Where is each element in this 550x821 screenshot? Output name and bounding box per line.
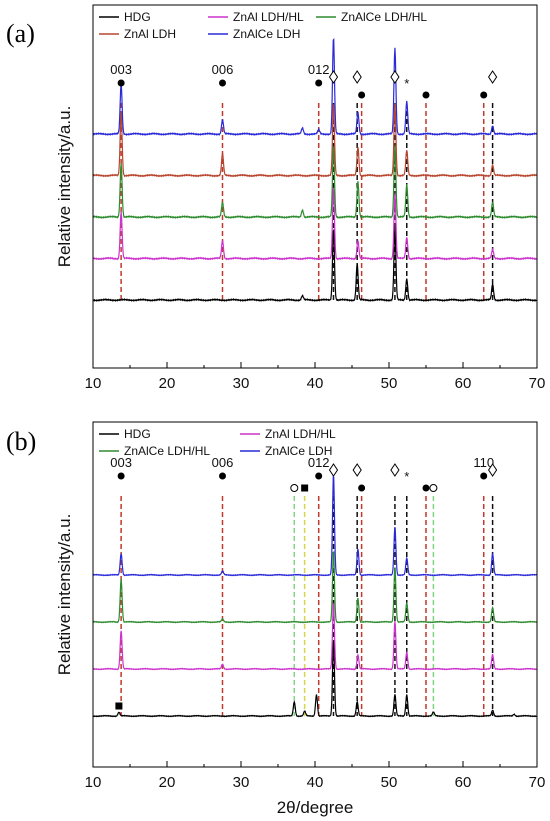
star-marker: * [404, 76, 409, 91]
x-tick-label: 60 [455, 375, 472, 392]
dot-marker [480, 91, 488, 99]
panel-label: (b) [6, 427, 36, 456]
dot-marker [117, 472, 125, 480]
y-axis-title: Relative intensity/a.u. [55, 514, 74, 676]
dot-marker [117, 79, 125, 87]
diamond-marker [390, 70, 400, 84]
x-tick-label: 30 [233, 774, 250, 791]
x-tick-label: 20 [159, 774, 176, 791]
miller-index-label: 012 [308, 455, 330, 470]
series-line-znal-ldh-hl [92, 602, 538, 671]
y-axis-title: Relative intensity/a.u. [55, 106, 74, 268]
legend-label: ZnAl LDH/HL [265, 427, 336, 441]
legend-label: HDG [124, 10, 151, 24]
x-tick-label: 60 [455, 774, 472, 791]
miller-index-label: 006 [212, 455, 234, 470]
legend-label: ZnAl LDH [124, 27, 176, 41]
dot-marker [422, 484, 430, 492]
plot-frame [92, 4, 538, 369]
x-tick-label: 10 [85, 375, 102, 392]
x-tick-label: 50 [381, 774, 398, 791]
dot-marker [315, 472, 323, 480]
legend-label: HDG [124, 427, 151, 441]
x-tick-label: 40 [307, 774, 324, 791]
x-tick-label: 70 [529, 375, 546, 392]
x-tick-label: 70 [529, 774, 546, 791]
series-line-znalce-ldh [92, 475, 538, 577]
series-line-znalce-ldh-hl [92, 550, 538, 624]
miller-index-label: 012 [308, 62, 330, 77]
series-line-znalce-ldh [92, 37, 538, 136]
dot-marker [219, 79, 226, 87]
diamond-marker [352, 463, 362, 477]
x-tick-label: 10 [85, 774, 102, 791]
circle-marker [290, 484, 299, 492]
series-line-hdg [92, 640, 538, 718]
series-line-znal-ldh [92, 103, 538, 178]
miller-index-label: 006 [212, 62, 234, 77]
series-line-znal-ldh-hl [92, 186, 538, 261]
legend-label: ZnAlCe LDH [265, 444, 332, 458]
series-line-znalce-ldh-hl [92, 145, 538, 219]
x-tick-label: 20 [159, 375, 176, 392]
dot-marker [480, 472, 488, 480]
miller-index-label: 003 [110, 455, 132, 470]
dot-marker [219, 472, 226, 480]
circle-marker [429, 484, 438, 492]
x-tick-label: 30 [233, 375, 250, 392]
x-tick-label: 50 [381, 375, 398, 392]
series-line-hdg [92, 227, 538, 302]
miller-index-label: 003 [110, 62, 132, 77]
square-marker [301, 484, 309, 492]
dot-marker [358, 484, 366, 492]
legend-label: ZnAlCe LDH/HL [341, 10, 427, 24]
diamond-marker [487, 463, 498, 477]
xrd-chart-a: (a) 003 006 012 * 10 20 30 40 50 60 70 2θ/degree Rela… [6, 4, 546, 400]
xrd-chart-b: (b) 003 006 012 * 110 10 20 30 40 50 60 70 2θ/degree R… [6, 421, 546, 817]
legend-label: ZnAlCe LDH/HL [124, 444, 210, 458]
square-marker [115, 702, 123, 710]
diamond-marker [352, 70, 362, 84]
dot-marker [358, 91, 366, 99]
legend-label: ZnAlCe LDH [233, 27, 300, 41]
x-axis-title: 2θ/degree [277, 798, 354, 817]
star-marker: * [404, 469, 409, 484]
diamond-marker [487, 70, 498, 84]
x-tick-label: 40 [307, 375, 324, 392]
x-axis-title: 2θ/degree [277, 399, 354, 400]
legend-label: ZnAl LDH/HL [233, 10, 304, 24]
diamond-marker [390, 463, 400, 477]
diamond-marker [328, 70, 339, 84]
miller-index-label: 110 [473, 455, 494, 470]
dot-marker [315, 79, 323, 87]
panel-label: (a) [6, 19, 35, 48]
diamond-marker [328, 463, 339, 477]
dot-marker [422, 91, 430, 99]
